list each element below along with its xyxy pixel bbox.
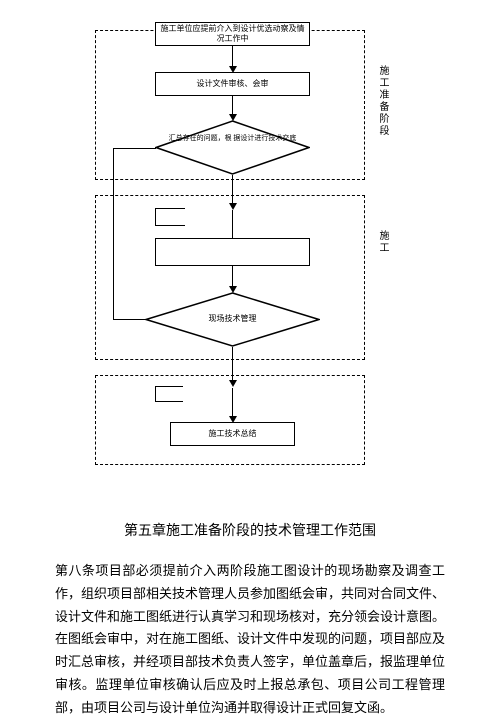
node-partial-1 xyxy=(155,208,185,226)
node-empty-1 xyxy=(155,238,310,266)
decision-2-label: 现场技术管理 xyxy=(145,313,320,324)
node-decision-1: 汇总存在的问题，根 据设计进行技术交底 xyxy=(155,120,310,175)
chapter-heading-text: 第五章施工准备阶段的技术管理工作范围 xyxy=(124,524,376,539)
connector xyxy=(232,388,233,418)
flowchart-diagram: 施工单位应提前介入到设计优选动察及情况工作中 设计文件审核、会审 汇总存在的问题… xyxy=(95,30,415,470)
connector xyxy=(232,46,233,68)
connector xyxy=(232,210,233,238)
node-summary-label: 施工技术总结 xyxy=(209,429,257,439)
node-intro: 施工单位应提前介入到设计优选动察及情况工作中 xyxy=(155,22,310,46)
connector xyxy=(113,319,146,320)
node-review: 设计文件审核、会审 xyxy=(155,72,310,96)
chapter-heading: 第五章施工准备阶段的技术管理工作范围 xyxy=(0,520,500,540)
node-intro-label: 施工单位应提前介入到设计优选动察及情况工作中 xyxy=(158,24,307,45)
decision-1-label: 汇总存在的问题，根 据设计进行技术交底 xyxy=(155,134,310,144)
node-review-label: 设计文件审核、会审 xyxy=(197,79,269,89)
node-partial-2 xyxy=(155,386,183,402)
connector xyxy=(113,148,114,319)
connector xyxy=(232,266,233,288)
phase-1-label: 施工准备阶段 xyxy=(375,65,390,137)
connector xyxy=(113,148,156,149)
connector xyxy=(232,96,233,116)
body-paragraph-text: 第八条项目部必须提前介入两阶段施工图设计的现场勘察及调查工作，组织项目部相关技术… xyxy=(55,563,445,715)
phase-2-label: 施工 xyxy=(375,230,390,254)
node-decision-2: 现场技术管理 xyxy=(145,292,320,347)
node-summary: 施工技术总结 xyxy=(170,422,295,446)
body-paragraph: 第八条项目部必须提前介入两阶段施工图设计的现场勘察及调查工作，组织项目部相关技术… xyxy=(55,560,445,719)
